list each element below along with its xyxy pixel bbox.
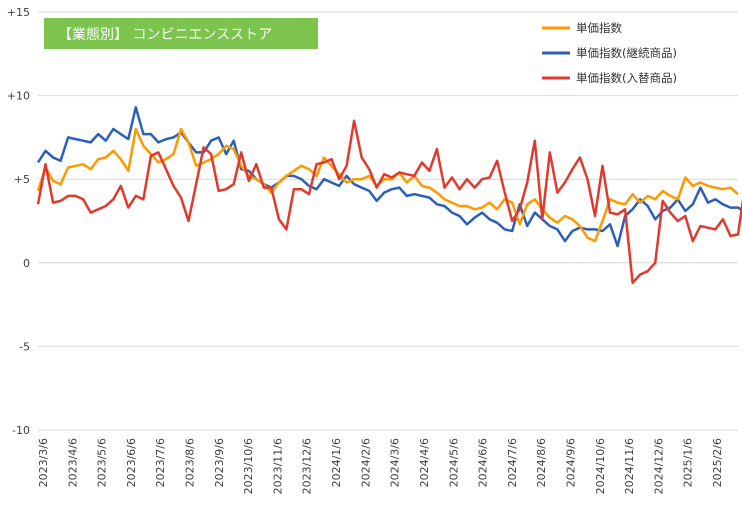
x-tick-label: 2025/2/6 — [711, 438, 724, 487]
x-tick-label: 2024/9/6 — [564, 438, 577, 487]
x-tick-label: 2023/9/6 — [213, 438, 226, 487]
x-tick-label: 2023/4/6 — [66, 438, 79, 487]
x-tick-label: 2023/11/6 — [271, 438, 284, 494]
x-tick-label: 2024/5/6 — [447, 438, 460, 487]
y-tick-label: -10 — [12, 424, 30, 437]
x-tick-label: 2023/8/6 — [184, 438, 197, 487]
x-tick-label: 2024/7/6 — [506, 438, 519, 487]
y-tick-label: -5 — [19, 340, 30, 353]
chart-title-background — [44, 18, 318, 49]
y-tick-label: 0 — [23, 257, 30, 270]
legend-label: 単価指数(入替商品) — [576, 71, 677, 85]
x-tick-label: 2023/5/6 — [96, 438, 109, 487]
x-tick-label: 2023/12/6 — [301, 438, 314, 494]
x-axis-tick-labels: 2023/3/6 2023/4/6 2023/5/6 2023/6/6 2023/7/6… — [37, 438, 724, 494]
chart-title: 【業態別】 コンビニエンスストア — [58, 27, 272, 43]
series-line-0 — [36, 127, 739, 243]
y-tick-label: +15 — [7, 6, 30, 19]
x-tick-label: 2024/12/6 — [652, 438, 665, 494]
series-line-2 — [36, 119, 742, 285]
x-tick-label: 2025/1/6 — [682, 438, 695, 487]
x-tick-label: 2024/8/6 — [535, 438, 548, 487]
x-tick-label: 2024/2/6 — [359, 438, 372, 487]
x-tick-label: 2023/3/6 — [37, 438, 50, 487]
series-line-1 — [36, 106, 742, 248]
series-lines — [36, 106, 742, 285]
x-tick-label: 2024/1/6 — [330, 438, 343, 487]
x-tick-label: 2024/10/6 — [594, 438, 607, 494]
y-tick-label: +5 — [14, 173, 30, 186]
y-axis-tick-labels: -10 -5 0 +5 +10 +15 — [7, 6, 30, 437]
x-tick-label: 2023/7/6 — [154, 438, 167, 487]
x-tick-label: 2023/6/6 — [125, 438, 138, 487]
chart-title-box: 【業態別】 コンビニエンスストア — [44, 18, 318, 49]
x-tick-label: 2024/3/6 — [389, 438, 402, 487]
x-tick-label: 2024/4/6 — [418, 438, 431, 487]
x-tick-label: 2023/10/6 — [242, 438, 255, 494]
x-tick-label: 2024/11/6 — [623, 438, 636, 494]
y-tick-label: +10 — [7, 90, 30, 103]
x-tick-label: 2024/6/6 — [477, 438, 490, 487]
legend-label: 単価指数(継続商品) — [576, 46, 677, 60]
legend-label: 単価指数 — [576, 21, 622, 35]
